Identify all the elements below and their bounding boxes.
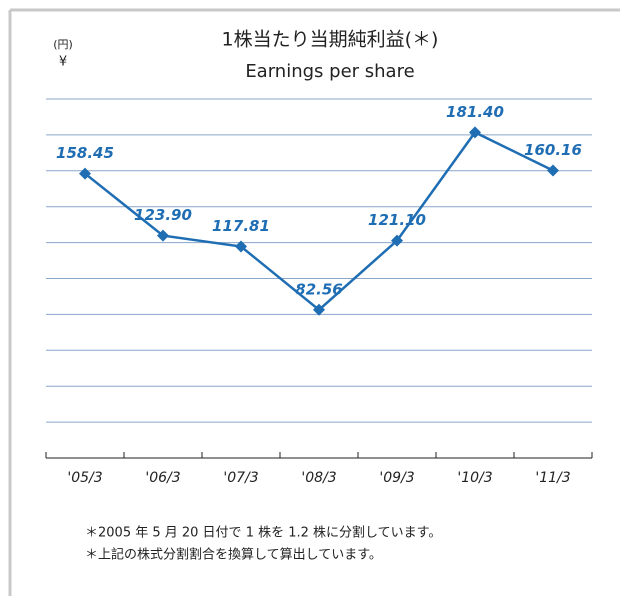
x-tick-label: '10/3 <box>457 470 492 486</box>
unit-symbol: ¥ <box>59 55 67 70</box>
data-label: 117.81 <box>212 217 270 235</box>
data-label: 82.56 <box>295 280 342 298</box>
data-label: 123.90 <box>134 206 192 224</box>
data-label: 160.16 <box>524 141 582 159</box>
data-label: 158.45 <box>56 144 114 162</box>
point <box>79 167 91 180</box>
point <box>235 240 247 253</box>
x-tick-label: '09/3 <box>379 470 414 486</box>
point <box>547 164 559 177</box>
footnote: ＊2005 年 5 月 20 日付で 1 株を 1.2 株に分割しています。 <box>85 525 441 541</box>
point <box>469 126 481 139</box>
point <box>313 303 325 316</box>
data-label: 121.10 <box>368 211 426 229</box>
point <box>391 234 403 247</box>
x-tick-label: '07/3 <box>223 470 258 486</box>
x-tick-label: '05/3 <box>67 470 102 486</box>
point <box>157 229 169 242</box>
chart-title: 1株当たり当期純利益(＊) <box>222 29 439 51</box>
unit-label: (円) <box>53 38 73 51</box>
x-tick-label: '06/3 <box>145 470 180 486</box>
data-label: 181.40 <box>446 103 504 121</box>
x-tick-label: '11/3 <box>535 470 570 486</box>
x-tick-label: '08/3 <box>301 470 336 486</box>
footnote: ＊上記の株式分割割合を換算して算出しています。 <box>85 547 382 563</box>
chart-subtitle: Earnings per share <box>245 61 414 82</box>
